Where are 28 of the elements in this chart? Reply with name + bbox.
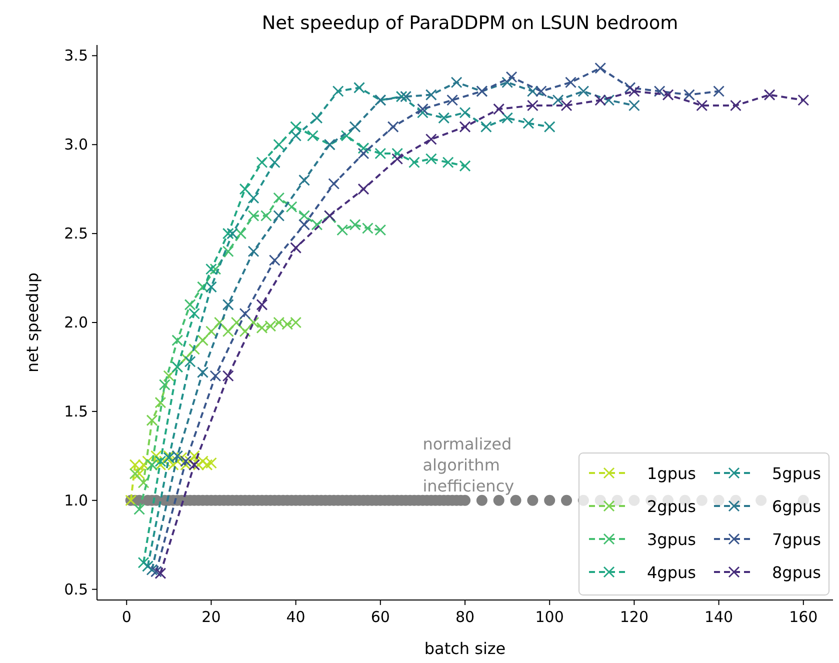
y-tick-label: 2.0 bbox=[64, 314, 88, 332]
y-tick-label: 1.5 bbox=[64, 402, 88, 420]
x-tick-label: 160 bbox=[789, 608, 818, 626]
x-tick-label: 20 bbox=[202, 608, 221, 626]
annotation: normalized algorithm inefficiency bbox=[422, 434, 514, 496]
y-tick-label: 2.5 bbox=[64, 224, 88, 243]
legend-label: 2gpus bbox=[647, 497, 696, 516]
y-axis-title: net speedup bbox=[23, 272, 42, 372]
legend-label: 1gpus bbox=[647, 464, 696, 483]
legend-label: 4gpus bbox=[647, 563, 696, 582]
x-tick-label: 100 bbox=[535, 608, 564, 626]
legend-label: 6gpus bbox=[772, 497, 821, 516]
x-tick-label: 80 bbox=[455, 608, 475, 626]
chart-title: Net speedup of ParaDDPM on LSUN bedroom bbox=[262, 13, 678, 34]
legend-label: 5gpus bbox=[772, 464, 821, 483]
legend-label: 7gpus bbox=[772, 530, 821, 549]
x-tick-label: 140 bbox=[704, 608, 734, 626]
x-tick-label: 60 bbox=[370, 608, 390, 626]
y-tick-label: 1.0 bbox=[64, 491, 88, 510]
x-tick-label: 120 bbox=[620, 608, 649, 626]
x-axis-title: batch size bbox=[424, 639, 506, 658]
y-tick-label: 3.0 bbox=[64, 136, 88, 154]
legend-label: 8gpus bbox=[772, 563, 821, 582]
y-tick-label: 0.5 bbox=[64, 580, 88, 598]
x-tick-label: 40 bbox=[286, 608, 306, 626]
y-tick-label: 3.5 bbox=[64, 46, 88, 65]
legend-label: 3gpus bbox=[647, 530, 696, 549]
x-tick-label: 0 bbox=[122, 608, 132, 626]
